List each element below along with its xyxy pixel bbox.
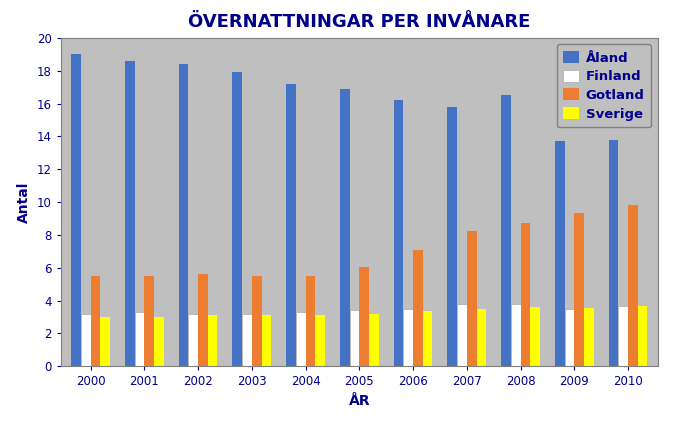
Bar — [179, 64, 188, 366]
Bar — [340, 89, 350, 366]
Bar — [207, 315, 218, 366]
Bar — [530, 307, 540, 366]
Bar — [252, 276, 262, 366]
Bar — [584, 308, 594, 366]
Bar — [477, 309, 486, 366]
Bar — [286, 84, 296, 366]
Bar — [81, 314, 91, 366]
Bar — [262, 315, 271, 366]
Bar — [154, 317, 163, 366]
Bar — [413, 250, 423, 366]
Bar — [447, 107, 457, 366]
Bar — [359, 267, 369, 366]
Bar — [403, 309, 413, 366]
Bar — [467, 231, 477, 366]
Bar — [423, 311, 433, 366]
Bar — [350, 310, 359, 366]
Bar — [144, 276, 154, 366]
Bar — [565, 309, 574, 366]
Y-axis label: Antal: Antal — [18, 181, 31, 223]
Bar — [511, 304, 521, 366]
Legend: Åland, Finland, Gotland, Sverige: Åland, Finland, Gotland, Sverige — [557, 45, 651, 127]
Bar — [71, 54, 81, 366]
Bar — [233, 72, 242, 366]
Bar — [100, 317, 110, 366]
Title: ÖVERNATTNINGAR PER INVÅNARE: ÖVERNATTNINGAR PER INVÅNARE — [188, 13, 530, 31]
Bar — [457, 304, 467, 366]
Bar — [574, 213, 584, 366]
Bar — [242, 314, 252, 366]
Bar — [296, 312, 306, 366]
Bar — [618, 306, 628, 366]
Bar — [628, 205, 638, 366]
Bar — [501, 95, 511, 366]
Bar — [135, 312, 144, 366]
Bar — [188, 314, 198, 366]
Bar — [198, 274, 207, 366]
Bar — [394, 100, 403, 366]
Bar — [638, 306, 647, 366]
Bar — [306, 276, 315, 366]
Bar — [521, 224, 530, 366]
Bar — [369, 314, 379, 366]
Bar — [555, 141, 565, 366]
Bar — [125, 61, 135, 366]
Bar — [91, 276, 100, 366]
Bar — [609, 140, 618, 366]
Bar — [315, 315, 325, 366]
X-axis label: ÅR: ÅR — [348, 394, 370, 408]
